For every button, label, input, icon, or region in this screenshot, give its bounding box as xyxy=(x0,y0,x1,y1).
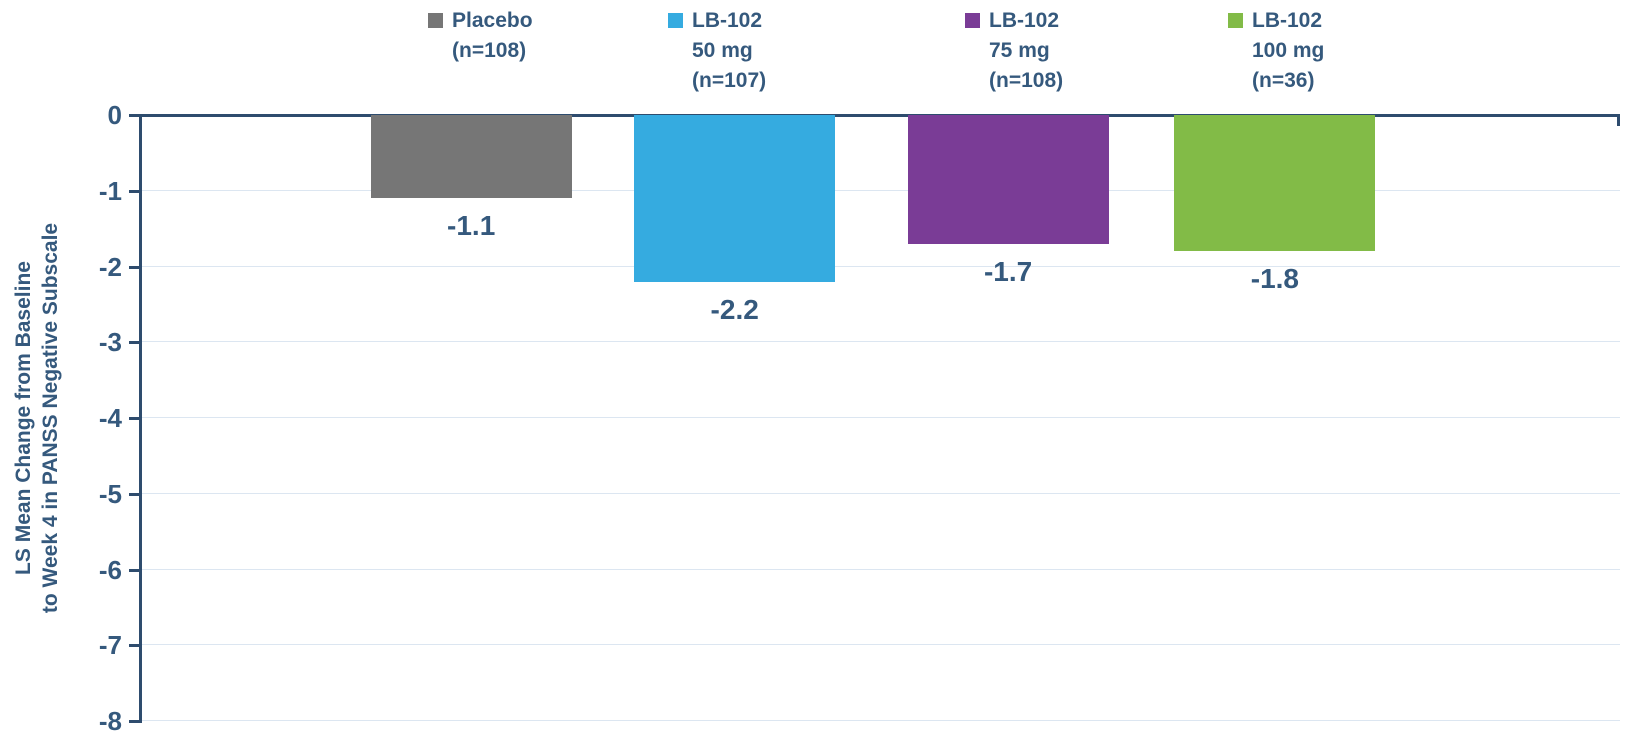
y-tick-label--3: -3 xyxy=(98,327,122,358)
legend-label-line: (n=108) xyxy=(452,39,527,62)
y-tick-label--8: -8 xyxy=(98,706,122,736)
y-tick-mark xyxy=(129,492,142,496)
legend-label-line: LB-102 xyxy=(989,9,1060,32)
gridline xyxy=(142,341,1620,343)
legend-label-line: 50 mg xyxy=(692,39,753,62)
legend-swatch-icon xyxy=(1228,13,1243,28)
y-tick-mark xyxy=(129,568,142,572)
legend-label-line: Placebo xyxy=(452,9,533,32)
bar-value-label-lb-102-50-mg: -2.2 xyxy=(710,293,759,325)
gridline xyxy=(142,417,1620,418)
y-tick-mark xyxy=(129,720,142,723)
legend-label-line: LB-102 xyxy=(1252,9,1323,32)
y-tick-label--6: -6 xyxy=(98,554,122,585)
legend-label-line: 75 mg xyxy=(989,39,1050,62)
y-tick-label--4: -4 xyxy=(98,403,122,433)
bar-value-label-lb-102-75-mg: -1.7 xyxy=(983,255,1033,287)
legend-label: LB-102 100 mg (n=36) xyxy=(1252,6,1324,96)
y-tick-label-0: 0 xyxy=(107,100,122,130)
legend-swatch-icon xyxy=(668,13,683,28)
legend-label-line: LB-102 xyxy=(692,9,763,32)
legend-item-lb-102-75-mg: LB-102 75 mg (n=108) xyxy=(965,6,1063,96)
y-axis-title-line-1: LS Mean Change from Baseline xyxy=(12,261,35,575)
y-axis-line xyxy=(139,115,142,721)
y-tick-label--2: -2 xyxy=(98,251,122,282)
bar-value-label-placebo: -1.1 xyxy=(447,210,496,242)
bar-lb-102-75-mg xyxy=(907,115,1109,244)
bar-value-label-lb-102-100-mg: -1.8 xyxy=(1250,263,1299,295)
y-tick-label--7: -7 xyxy=(98,630,122,661)
bar-lb-102-50-mg xyxy=(634,115,836,282)
legend-item-lb-102-100-mg: LB-102 100 mg (n=36) xyxy=(1228,6,1324,96)
gridline xyxy=(142,492,1620,494)
legend-label: LB-102 75 mg (n=108) xyxy=(989,6,1063,96)
y-tick-label--5: -5 xyxy=(98,478,122,509)
legend-label-line: (n=108) xyxy=(989,69,1064,92)
y-tick-mark xyxy=(129,417,142,420)
legend-swatch-icon xyxy=(965,13,980,28)
gridline xyxy=(142,644,1620,646)
bar-lb-102-100-mg xyxy=(1174,115,1376,252)
x-axis-right-end-tick xyxy=(1617,115,1620,126)
y-tick-mark xyxy=(129,265,142,269)
gridline xyxy=(142,720,1620,721)
y-tick-mark xyxy=(129,644,142,648)
y-tick-mark xyxy=(129,341,142,345)
legend-label: LB-102 50 mg (n=107) xyxy=(692,6,766,96)
gridline xyxy=(142,189,1620,191)
legend-label: Placebo (n=108) xyxy=(452,6,533,66)
y-tick-mark xyxy=(129,114,142,117)
x-axis-zero-line xyxy=(142,114,1620,117)
legend-label-line: (n=107) xyxy=(692,69,767,92)
gridline xyxy=(142,568,1620,570)
y-tick-label--1: -1 xyxy=(98,175,122,206)
gridline xyxy=(142,265,1620,267)
legend-item-placebo: Placebo (n=108) xyxy=(428,6,533,66)
legend-swatch-icon xyxy=(428,13,443,28)
legend-label-line: 100 mg xyxy=(1252,39,1325,62)
y-tick-mark xyxy=(129,189,142,193)
bar-placebo xyxy=(370,115,572,199)
plot-area: -1.1 -2.2 -1.7 -1.8 xyxy=(139,114,1620,721)
legend-label-line: (n=36) xyxy=(1252,69,1315,92)
legend-item-lb-102-50-mg: LB-102 50 mg (n=107) xyxy=(668,6,766,96)
